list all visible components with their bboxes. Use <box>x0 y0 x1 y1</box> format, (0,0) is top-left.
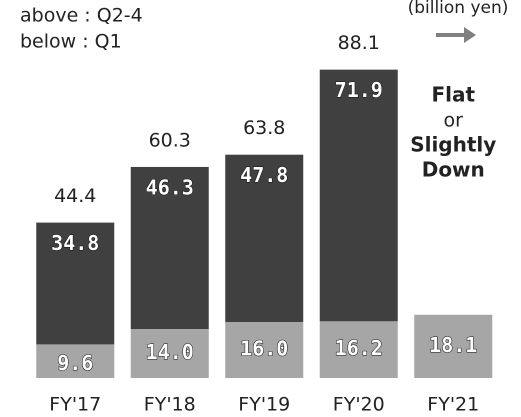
value-label: 16.0 <box>240 337 288 361</box>
bar-segment <box>319 69 398 322</box>
annotation: Flat <box>431 83 475 107</box>
bar-segment <box>36 344 115 378</box>
total-label: 60.3 <box>149 129 191 151</box>
bar-segment <box>130 166 209 329</box>
value-label: 18.1 <box>429 333 477 357</box>
unit: (billion yen) <box>408 0 509 18</box>
arrow <box>436 27 476 43</box>
x-tick-label: FY'21 <box>427 394 479 416</box>
bar-segment <box>36 222 115 345</box>
x-tick-label: FY'17 <box>49 394 101 416</box>
value-label: 71.9 <box>335 78 383 102</box>
legend-text: below : Q1 <box>20 31 122 53</box>
value-label: 16.2 <box>335 336 383 360</box>
annotation: Down <box>422 158 485 182</box>
bar-segment <box>225 322 304 378</box>
bar-segment <box>225 154 304 322</box>
x-tick-label: FY'19 <box>238 394 290 416</box>
bar-segment <box>414 60 493 315</box>
value-label: 9.6 <box>57 351 93 375</box>
value-label: 14.0 <box>146 340 194 364</box>
bar-segment <box>414 314 493 378</box>
bar-segment <box>319 321 398 378</box>
annotation: Slightly <box>410 133 496 157</box>
total-label: 88.1 <box>338 32 380 54</box>
value-label: 34.8 <box>51 231 99 255</box>
bar-segment <box>130 329 209 378</box>
x-tick-label: FY'18 <box>144 394 196 416</box>
x-tick-label: FY'20 <box>333 394 385 416</box>
total-label: 63.8 <box>243 117 285 139</box>
value-label: 47.8 <box>240 163 288 187</box>
value-label: 46.3 <box>146 175 194 199</box>
annotation: or <box>444 110 464 132</box>
legend-text: above : Q2-4 <box>20 5 143 27</box>
total-label: 44.4 <box>54 185 96 207</box>
